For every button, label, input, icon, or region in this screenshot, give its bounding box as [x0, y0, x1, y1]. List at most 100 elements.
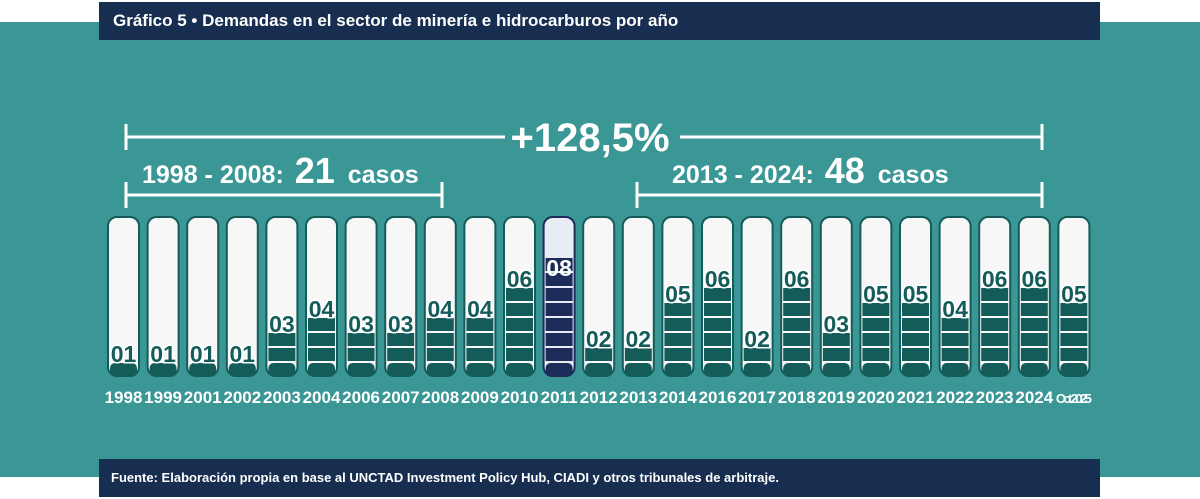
bar-value-label: 04	[942, 296, 968, 322]
bar-value-label: 01	[190, 341, 216, 367]
bar-fill-2016	[704, 288, 731, 376]
bar-fill-Oct.2025	[1060, 303, 1088, 376]
bar-value-label: 02	[586, 326, 612, 352]
bar-fill-2021	[902, 303, 929, 376]
bar-1999: 01 1999	[144, 216, 182, 407]
bar-2022: 04 2022	[936, 216, 974, 407]
bar-fill-2001	[189, 363, 217, 376]
period1-range: 1998 - 2008:	[142, 161, 284, 189]
category-label: 2004	[303, 388, 341, 407]
period2-range: 2013 - 2024:	[672, 161, 814, 189]
bar-value-label: 05	[903, 281, 929, 307]
bar-fill-2014	[664, 303, 692, 376]
category-label: Oct.2025	[1056, 391, 1092, 406]
bar-2024: 06 2024	[1015, 216, 1054, 407]
bar-value-label: 06	[705, 266, 731, 292]
bar-value-label: 05	[863, 281, 889, 307]
bar-value-label: 04	[309, 296, 335, 322]
bar-2020: 05 2020	[857, 216, 895, 407]
bar-2021: 05 2021	[897, 216, 935, 407]
category-label: 2022	[936, 388, 974, 407]
category-label: 1999	[144, 388, 182, 407]
bar-2006: 03 2006	[342, 216, 380, 407]
category-label: 2007	[382, 388, 420, 407]
bar-value-label: 06	[784, 266, 810, 292]
category-label: 2018	[778, 388, 816, 407]
bar-fill-2023	[981, 288, 1009, 376]
bar-value-label: 03	[824, 311, 850, 337]
period1-label: 1998 - 2008: 21 casos	[142, 150, 419, 191]
bar-fill-2024	[1020, 288, 1048, 376]
chart-title: Gráfico 5 • Demandas en el sector de min…	[99, 2, 1100, 40]
bar-value-label: 01	[111, 341, 137, 367]
bar-value-label: 04	[467, 296, 493, 322]
bar-value-label: 02	[626, 326, 652, 352]
bar-2023: 06 2023	[976, 216, 1014, 407]
period1-unit: casos	[348, 161, 419, 189]
bar-fill-2022	[941, 318, 969, 376]
period1-bracket	[124, 182, 444, 208]
bar-fill-2011	[545, 258, 573, 376]
bar-2010: 06 2010	[501, 216, 538, 407]
bar-fill-1998	[110, 363, 137, 376]
bar-Oct.2025: 05 Oct.2025	[1056, 216, 1092, 406]
bar-fill-1999	[149, 363, 177, 376]
bar-fill-2019	[822, 333, 850, 376]
bar-2007: 03 2007	[382, 216, 420, 407]
bar-fill-2008	[426, 318, 454, 376]
bar-fill-2002	[228, 363, 256, 376]
category-label: 2013	[619, 388, 657, 407]
bar-2004: 04 2004	[303, 216, 341, 407]
category-label: 2019	[817, 388, 855, 407]
category-label: 2017	[738, 388, 776, 407]
bar-value-label: 03	[348, 311, 374, 337]
bar-value-label: 06	[507, 266, 533, 292]
overall-bracket	[124, 124, 1044, 150]
source-note: Fuente: Elaboración propia en base al UN…	[99, 459, 1100, 497]
bar-2001: 01 2001	[184, 216, 222, 407]
bar-fill-2009	[466, 318, 494, 376]
bar-value-label: 05	[1061, 281, 1087, 307]
category-label: 2021	[897, 388, 935, 407]
bar-fill-2007	[387, 333, 415, 376]
category-label: 2001	[184, 388, 222, 407]
bar-fill-2010	[506, 288, 533, 376]
bar-value-label: 08	[546, 255, 572, 281]
bar-fill-2004	[308, 318, 335, 376]
category-label: 2012	[580, 388, 618, 407]
bar-2011: 08 2011	[541, 216, 578, 407]
bar-value-label: 03	[388, 311, 414, 337]
bar-2019: 03 2019	[817, 216, 855, 407]
bar-value-label: 06	[1022, 266, 1048, 292]
category-label: 2006	[342, 388, 380, 407]
bar-fill-2017	[743, 348, 771, 376]
category-label: 2009	[461, 388, 499, 407]
bar-value-label: 02	[744, 326, 770, 352]
period2-bracket	[635, 182, 1044, 208]
bar-fill-2018	[783, 288, 811, 376]
bar-2018: 06 2018	[778, 216, 816, 407]
category-label: 2024	[1015, 388, 1053, 407]
bar-fill-2003	[268, 333, 296, 376]
bar-2009: 04 2009	[461, 216, 499, 407]
category-label: 2020	[857, 388, 895, 407]
category-label: 2003	[263, 388, 301, 407]
period1-count: 21	[295, 150, 335, 191]
period2-count: 48	[825, 150, 865, 191]
bar-value-label: 06	[982, 266, 1008, 292]
bar-2013: 02 2013	[619, 216, 657, 407]
category-label: 2023	[976, 388, 1014, 407]
bar-value-label: 05	[665, 281, 691, 307]
bar-value-label: 04	[428, 296, 454, 322]
bar-2017: 02 2017	[738, 216, 776, 407]
overall-change-label: +128,5%	[510, 116, 669, 160]
category-label: 2014	[659, 388, 697, 407]
bar-value-label: 01	[230, 341, 256, 367]
category-label: 1998	[105, 388, 143, 407]
bar-2012: 02 2012	[580, 216, 618, 407]
bar-fill-2012	[585, 348, 613, 376]
bar-value-label: 01	[150, 341, 176, 367]
bar-1998: 01 1998	[105, 216, 143, 407]
period2-label: 2013 - 2024: 48 casos	[672, 150, 949, 191]
